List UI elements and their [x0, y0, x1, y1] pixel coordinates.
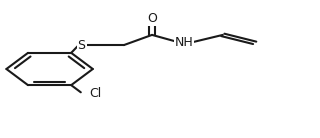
- Text: Cl: Cl: [89, 87, 101, 100]
- Text: NH: NH: [174, 36, 193, 49]
- Text: S: S: [78, 39, 86, 52]
- Text: O: O: [147, 12, 157, 25]
